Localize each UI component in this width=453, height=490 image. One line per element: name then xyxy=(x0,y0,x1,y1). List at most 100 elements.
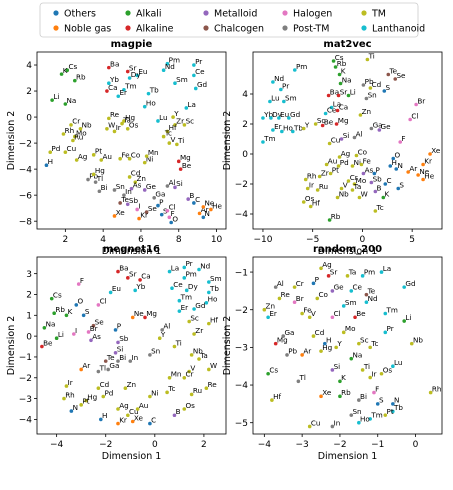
point-Te xyxy=(118,201,122,205)
point-Au xyxy=(135,407,140,411)
legend-label: Noble gas xyxy=(64,24,111,35)
x-tick-label: −2 xyxy=(99,440,112,450)
point-label: Cl xyxy=(334,309,341,318)
point-Pb xyxy=(86,177,90,182)
legend-marker xyxy=(203,10,209,16)
point-label: Hf xyxy=(210,315,218,324)
plot-frame xyxy=(36,256,227,435)
point-label: Lu xyxy=(394,358,402,367)
point-label: Ce xyxy=(352,283,362,292)
point-H xyxy=(99,417,103,422)
point-label: Ba xyxy=(110,59,119,68)
point-label: Ir xyxy=(116,123,121,132)
point-label: K xyxy=(385,189,390,198)
point-label: As xyxy=(365,165,374,174)
x-axis-label: Dimension 1 xyxy=(102,451,162,462)
point-Ce xyxy=(349,289,354,293)
point-label: Sr xyxy=(129,63,137,72)
x-axis-label: Dimension 1 xyxy=(318,451,378,462)
point-F xyxy=(372,390,376,395)
point-Ti xyxy=(360,368,365,372)
point-label: Pm xyxy=(185,270,196,279)
point-Rb xyxy=(73,78,77,83)
point-label: Y xyxy=(304,120,310,129)
point-label: Cu xyxy=(129,407,139,416)
x-tick-label: 2 xyxy=(62,235,68,245)
point-label: Zr xyxy=(176,117,184,126)
point-Se xyxy=(144,210,149,214)
point-Na xyxy=(338,81,343,86)
legend-marker xyxy=(282,10,288,16)
point-Tb xyxy=(391,409,395,414)
point-Mo xyxy=(341,330,346,335)
legend-marker xyxy=(282,25,288,31)
point-Mg xyxy=(143,315,147,320)
x-tick-label: −4 xyxy=(50,440,64,450)
point-Ir xyxy=(64,384,69,388)
point-label: Ru xyxy=(193,386,202,395)
point-Be xyxy=(353,315,357,320)
point-W xyxy=(207,367,211,372)
point-label: Ni xyxy=(146,154,153,163)
point-Rh xyxy=(303,177,308,182)
point-label: Pt xyxy=(82,397,89,406)
point-Cl xyxy=(165,208,170,213)
point-Pd xyxy=(336,164,341,168)
point-label: Ne xyxy=(419,167,429,176)
point-Zr xyxy=(317,174,322,179)
point-Cu xyxy=(327,141,332,146)
point-label: In xyxy=(131,353,138,362)
point-label: Fe xyxy=(121,151,130,160)
point-label: Ir xyxy=(371,369,376,378)
point-label: Ag xyxy=(78,152,87,161)
point-F xyxy=(167,215,172,220)
point-Ni xyxy=(350,164,355,168)
point-label: He xyxy=(424,171,434,180)
point-Ge xyxy=(330,289,335,293)
plot-frame xyxy=(252,51,443,230)
point-label: Lu xyxy=(159,113,167,122)
point-label: Nd xyxy=(165,62,175,71)
point-label: W xyxy=(108,121,115,130)
point-label: Ba xyxy=(119,263,128,272)
point-Ti xyxy=(172,344,177,349)
point-label: Nb xyxy=(339,189,349,198)
y-axis-label: Dimension 2 xyxy=(6,111,17,171)
point-label: Cd xyxy=(372,80,382,89)
point-label: B xyxy=(189,191,194,200)
point-Eu xyxy=(135,73,139,78)
point-label: Ti xyxy=(175,338,182,347)
point-Sc xyxy=(357,341,361,346)
point-label: F xyxy=(171,209,175,218)
x-tick-label: 0 xyxy=(413,440,419,450)
point-label: K xyxy=(341,373,346,382)
point-Tl xyxy=(296,379,301,384)
point-K xyxy=(59,72,64,76)
point-label: Ti xyxy=(363,362,370,371)
point-V xyxy=(339,186,344,191)
point-label: F xyxy=(80,276,84,285)
point-Si xyxy=(173,185,177,190)
point-label: Ge xyxy=(381,122,392,131)
point-label: Gd xyxy=(195,301,205,310)
point-Rh xyxy=(428,390,433,395)
point-Te xyxy=(364,292,369,297)
point-label: Cu xyxy=(67,144,77,153)
point-label: P xyxy=(315,275,320,284)
point-label: Pb xyxy=(365,77,374,86)
y-tick-label: −6 xyxy=(19,191,33,201)
point-Tm xyxy=(368,417,372,421)
point-Nb xyxy=(189,353,194,357)
point-label: Nb xyxy=(193,347,203,356)
point-P xyxy=(156,203,160,208)
point-Sb xyxy=(125,202,130,207)
point-label: Pd xyxy=(51,144,60,153)
point-label: Ir xyxy=(309,180,314,189)
point-label: Ta xyxy=(353,182,362,191)
point-Ni xyxy=(142,160,147,165)
point-label: Nd xyxy=(274,74,284,83)
point-label: Xe xyxy=(322,388,332,397)
point-F xyxy=(398,140,403,144)
